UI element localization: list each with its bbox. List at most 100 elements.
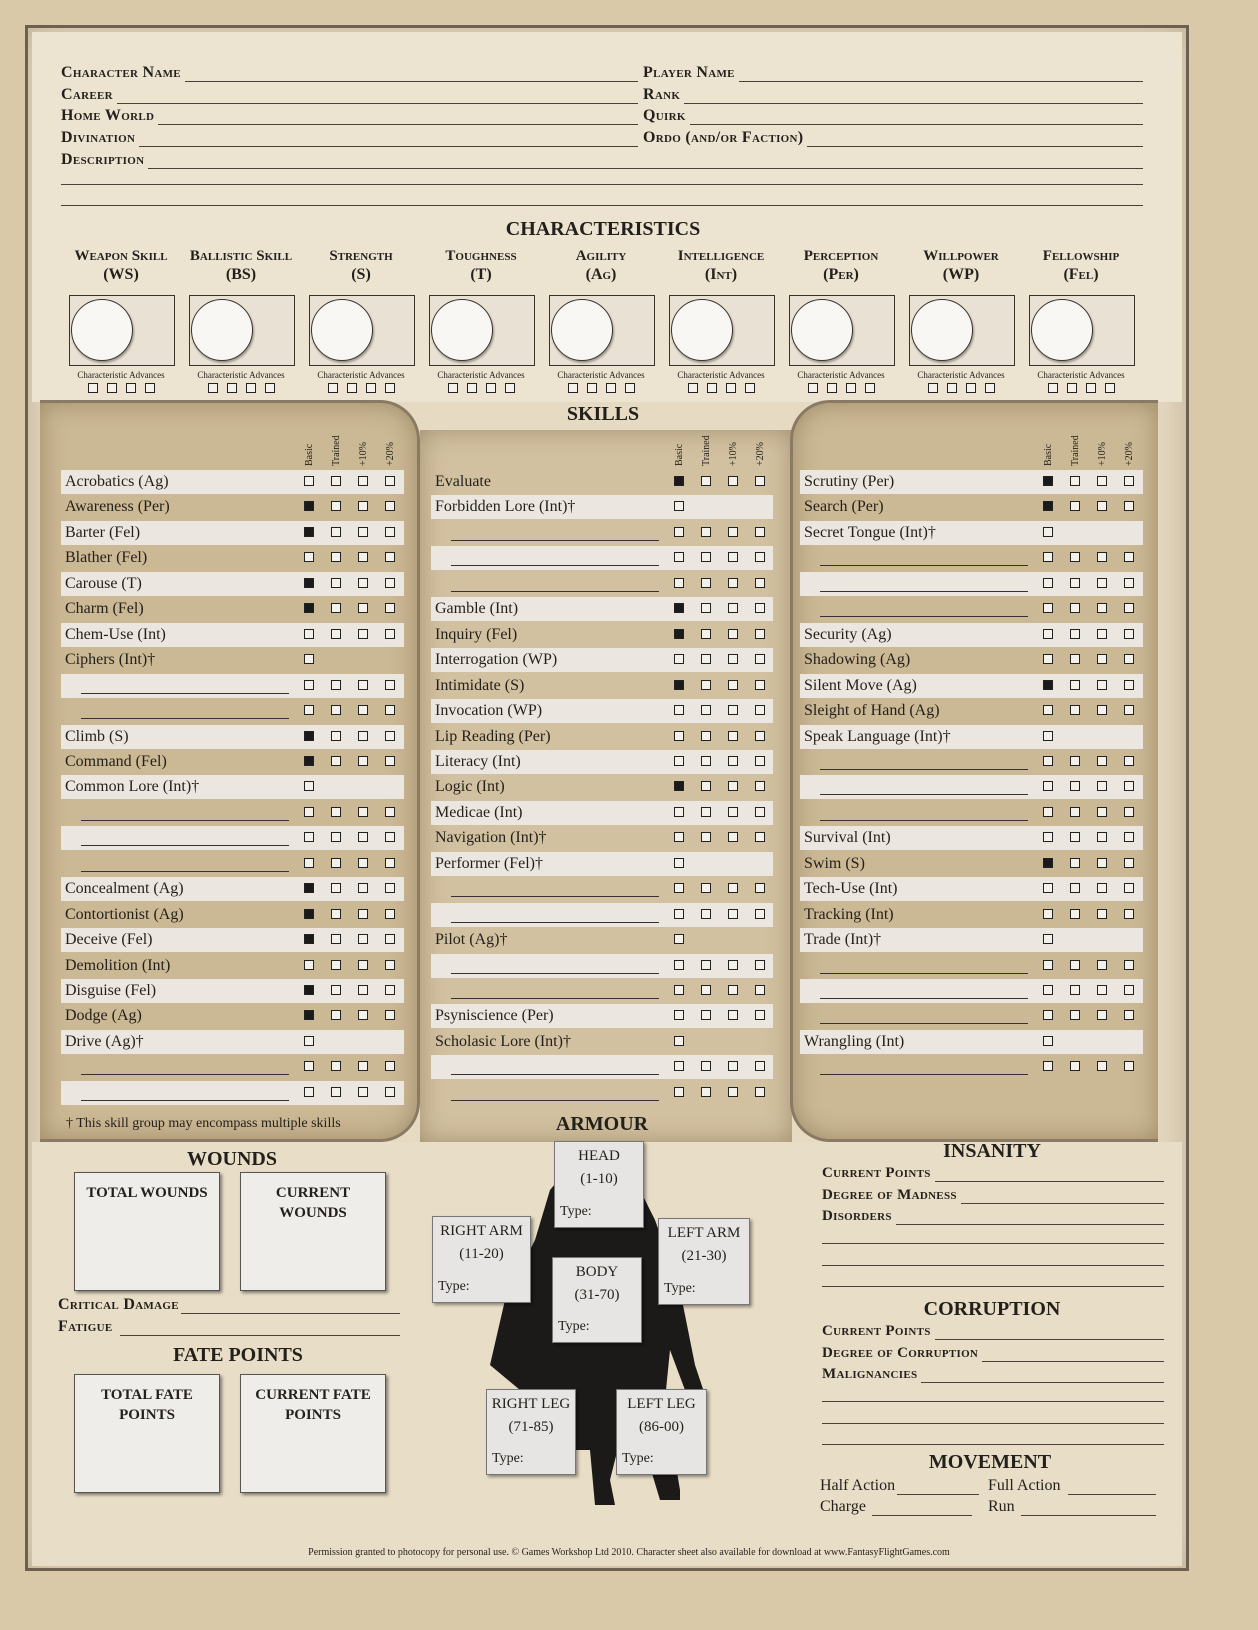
- skill-checkbox-+20%[interactable]: [385, 476, 395, 486]
- skill-checkbox-+20%[interactable]: [755, 526, 765, 537]
- skill-checkbox-Basic[interactable]: [1043, 628, 1053, 639]
- skill-checkbox-+20%[interactable]: [755, 959, 765, 970]
- skill-checkbox-Trained[interactable]: [701, 781, 711, 792]
- skill-checkbox-Basic[interactable]: [674, 577, 684, 588]
- characteristic-value-circle[interactable]: [551, 299, 613, 361]
- skill-checkbox-Basic[interactable]: [674, 501, 684, 512]
- skill-checkbox-Trained[interactable]: [1070, 705, 1080, 716]
- skill-checkbox-+20%[interactable]: [385, 934, 395, 945]
- skill-blank-line[interactable]: [451, 972, 659, 974]
- characteristic-value-box[interactable]: [669, 295, 775, 366]
- skill-checkbox-+20%[interactable]: [755, 1061, 765, 1072]
- skill-checkbox-+20%[interactable]: [385, 1061, 395, 1072]
- skill-checkbox-+20%[interactable]: [755, 654, 765, 665]
- skill-checkbox-+20%[interactable]: [385, 883, 395, 894]
- advance-checkbox[interactable]: [245, 383, 256, 393]
- advance-checkbox[interactable]: [1047, 383, 1058, 393]
- skill-checkbox-Trained[interactable]: [331, 501, 341, 512]
- skill-checkbox-Basic[interactable]: [1043, 577, 1053, 588]
- skill-checkbox-+10%[interactable]: [1097, 1061, 1107, 1072]
- skill-checkbox-Trained[interactable]: [1070, 959, 1080, 970]
- skill-checkbox-+10%[interactable]: [728, 806, 738, 817]
- skill-checkbox-+20%[interactable]: [1124, 603, 1134, 614]
- insanity-field-2[interactable]: Disorders: [822, 1208, 1164, 1225]
- skill-checkbox-Trained[interactable]: [1070, 603, 1080, 614]
- skill-checkbox-Basic[interactable]: [1043, 501, 1053, 512]
- skill-checkbox-Trained[interactable]: [1070, 501, 1080, 512]
- skill-checkbox-Basic[interactable]: [304, 577, 314, 588]
- skill-checkbox-+20%[interactable]: [385, 628, 395, 639]
- skill-checkbox-+10%[interactable]: [1097, 628, 1107, 639]
- armour-right-leg[interactable]: RIGHT LEG (71-85) Type:: [486, 1389, 576, 1475]
- skill-checkbox-Trained[interactable]: [1070, 476, 1080, 486]
- skill-checkbox-+20%[interactable]: [385, 985, 395, 995]
- skill-checkbox-Basic[interactable]: [674, 526, 684, 537]
- skill-checkbox-+20%[interactable]: [755, 628, 765, 639]
- skill-checkbox-+10%[interactable]: [358, 883, 368, 894]
- skill-checkbox-+20%[interactable]: [755, 577, 765, 588]
- characteristic-value-circle[interactable]: [431, 299, 493, 361]
- skill-checkbox-Trained[interactable]: [1070, 577, 1080, 588]
- skill-checkbox-Trained[interactable]: [1070, 679, 1080, 690]
- skill-checkbox-Trained[interactable]: [1070, 628, 1080, 639]
- skill-checkbox-Basic[interactable]: [304, 476, 314, 486]
- skill-checkbox-+20%[interactable]: [755, 832, 765, 843]
- skill-checkbox-Basic[interactable]: [304, 1061, 314, 1072]
- skill-checkbox-Trained[interactable]: [701, 1010, 711, 1021]
- advance-checkbox[interactable]: [346, 383, 357, 393]
- skill-checkbox-Trained[interactable]: [1070, 857, 1080, 868]
- skill-checkbox-+10%[interactable]: [1097, 883, 1107, 894]
- advance-checkbox[interactable]: [504, 383, 515, 393]
- skill-checkbox-Trained[interactable]: [1070, 1010, 1080, 1021]
- skill-checkbox-Basic[interactable]: [1043, 857, 1053, 868]
- skill-checkbox-Basic[interactable]: [1043, 959, 1053, 970]
- advance-checkbox[interactable]: [706, 383, 717, 393]
- skill-checkbox-+20%[interactable]: [385, 705, 395, 716]
- characteristic-value-circle[interactable]: [671, 299, 733, 361]
- characteristic-value-box[interactable]: [429, 295, 535, 366]
- skill-blank-line[interactable]: [81, 692, 289, 694]
- skill-checkbox-Basic[interactable]: [304, 501, 314, 512]
- field-quirk[interactable]: Quirk: [643, 105, 1143, 125]
- skill-checkbox-+20%[interactable]: [385, 857, 395, 868]
- skill-blank-line[interactable]: [81, 1099, 289, 1101]
- skill-checkbox-Trained[interactable]: [331, 476, 341, 486]
- insanity-line[interactable]: [822, 1243, 1164, 1244]
- skill-checkbox-Trained[interactable]: [701, 603, 711, 614]
- skill-blank-line[interactable]: [81, 819, 289, 821]
- skill-checkbox-+20%[interactable]: [1124, 476, 1134, 486]
- skill-blank-line[interactable]: [81, 845, 289, 847]
- characteristic-value-box[interactable]: [69, 295, 175, 366]
- skill-checkbox-+20%[interactable]: [385, 526, 395, 537]
- skill-checkbox-Trained[interactable]: [331, 985, 341, 995]
- characteristic-value-box[interactable]: [1029, 295, 1135, 366]
- advance-checkbox[interactable]: [264, 383, 275, 393]
- skill-checkbox-Basic[interactable]: [1043, 679, 1053, 690]
- skill-checkbox-Trained[interactable]: [331, 934, 341, 945]
- skill-checkbox-+20%[interactable]: [1124, 1061, 1134, 1072]
- advance-checkbox[interactable]: [586, 383, 597, 393]
- skill-checkbox-Trained[interactable]: [331, 857, 341, 868]
- skill-checkbox-+20%[interactable]: [755, 679, 765, 690]
- skill-checkbox-Trained[interactable]: [331, 755, 341, 766]
- field-home-world[interactable]: Home World: [61, 105, 638, 125]
- skill-checkbox-Basic[interactable]: [304, 526, 314, 537]
- skill-checkbox-Basic[interactable]: [674, 1010, 684, 1021]
- skill-checkbox-+20%[interactable]: [1124, 985, 1134, 995]
- skill-checkbox-+10%[interactable]: [1097, 476, 1107, 486]
- skill-checkbox-Basic[interactable]: [1043, 1010, 1053, 1021]
- skill-checkbox-Basic[interactable]: [304, 1086, 314, 1097]
- skill-checkbox-Basic[interactable]: [1043, 985, 1053, 995]
- skill-checkbox-+10%[interactable]: [728, 603, 738, 614]
- characteristic-value-box[interactable]: [189, 295, 295, 366]
- skill-checkbox-Trained[interactable]: [701, 705, 711, 716]
- skill-checkbox-Trained[interactable]: [701, 832, 711, 843]
- skill-checkbox-Basic[interactable]: [1043, 781, 1053, 792]
- advance-checkbox[interactable]: [845, 383, 856, 393]
- insanity-line[interactable]: [822, 1264, 1164, 1266]
- skill-checkbox-Trained[interactable]: [1070, 806, 1080, 817]
- skill-checkbox-+10%[interactable]: [1097, 603, 1107, 614]
- skill-checkbox-+10%[interactable]: [1097, 755, 1107, 766]
- skill-checkbox-+10%[interactable]: [728, 679, 738, 690]
- skill-checkbox-+10%[interactable]: [1097, 832, 1107, 843]
